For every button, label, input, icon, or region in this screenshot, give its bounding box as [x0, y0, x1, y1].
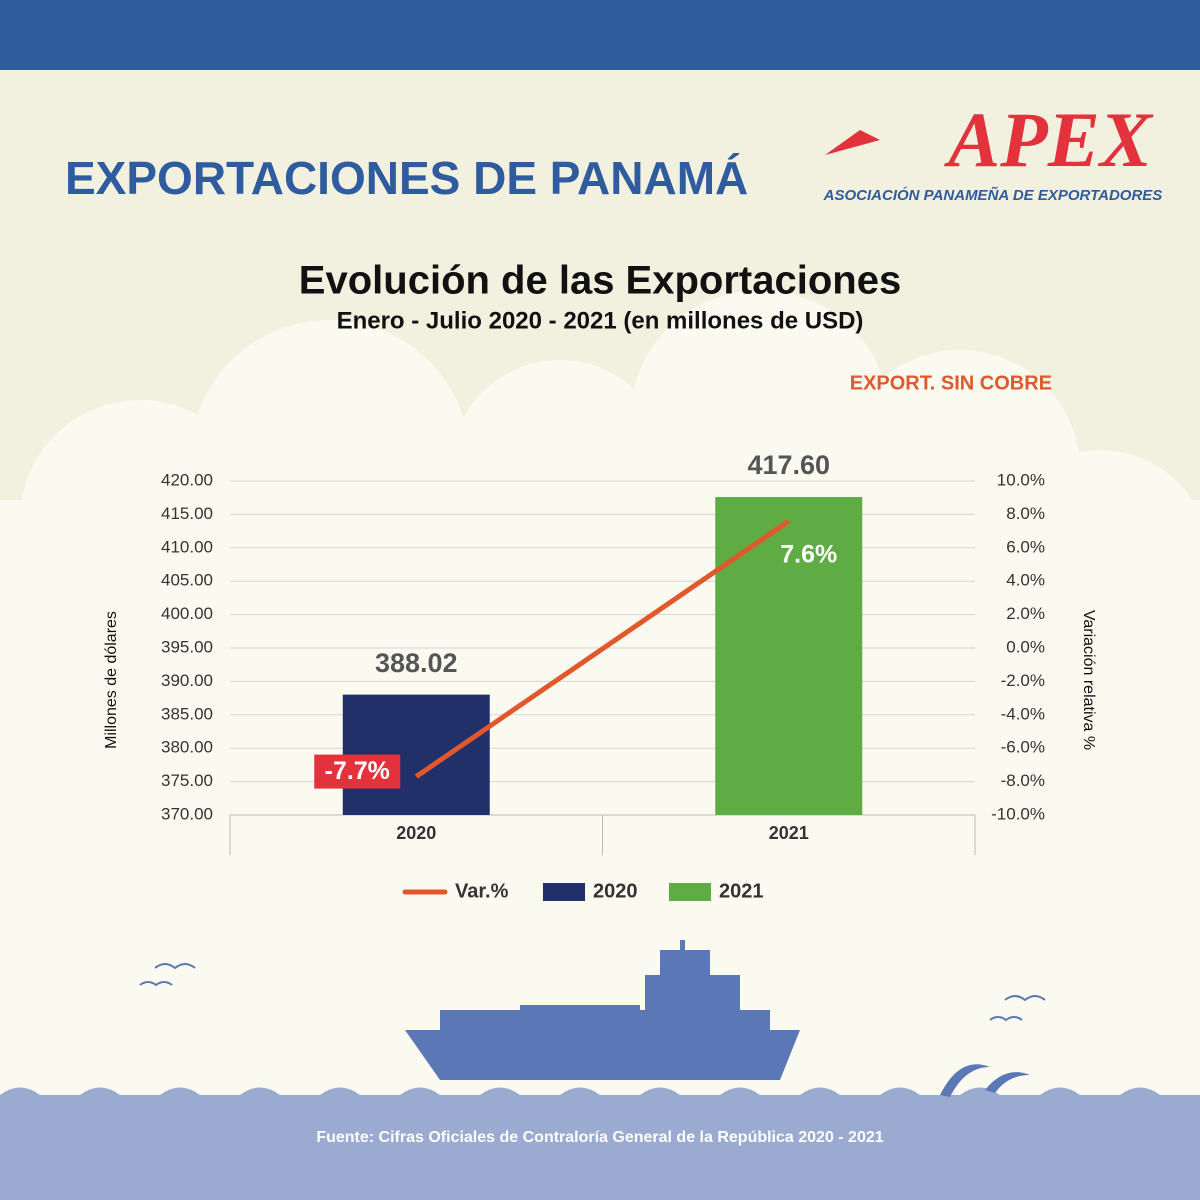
y2-tick-label: -6.0% — [1001, 738, 1045, 757]
y-tick-label: 410.00 — [161, 537, 213, 556]
y2-axis-label: Variación relativa % — [1080, 610, 1097, 750]
y2-tick-label: 0.0% — [1006, 637, 1045, 656]
x-tick-label: 2021 — [769, 823, 809, 843]
y-tick-label: 415.00 — [161, 504, 213, 523]
sea — [0, 1095, 1200, 1200]
x-tick-label: 2020 — [396, 823, 436, 843]
waves — [0, 1087, 1200, 1110]
source: Fuente: Cifras Oficiales de Contraloría … — [316, 1129, 883, 1146]
y2-tick-label: 8.0% — [1006, 504, 1045, 523]
top-band — [0, 0, 1200, 70]
legend-label: 2020 — [593, 880, 638, 902]
y-tick-label: 420.00 — [161, 470, 213, 489]
legend-swatch — [543, 883, 585, 901]
y-tick-label: 370.00 — [161, 804, 213, 823]
chart-subtitle: Enero - Julio 2020 - 2021 (en millones d… — [337, 307, 864, 334]
logo-mark — [825, 130, 880, 155]
annotation: EXPORT. SIN COBRE — [850, 372, 1052, 394]
y2-tick-label: 4.0% — [1006, 571, 1045, 590]
bar — [715, 497, 863, 815]
line-value-label: -7.7% — [325, 757, 390, 785]
legend-label: 2021 — [719, 880, 764, 902]
y2-tick-label: -2.0% — [1001, 671, 1045, 690]
logo-subtitle: ASOCIACIÓN PANAMEÑA DE EXPORTADORES — [823, 186, 1163, 204]
line — [414, 519, 791, 779]
bar-value-label: 388.02 — [375, 648, 458, 678]
line-value-label: 7.6% — [780, 541, 837, 569]
y-tick-label: 395.00 — [161, 637, 213, 656]
y2-tick-label: 10.0% — [997, 470, 1045, 489]
y2-tick-label: -10.0% — [991, 804, 1045, 823]
bar-value-label: 417.60 — [747, 450, 830, 480]
y-tick-label: 390.00 — [161, 671, 213, 690]
y-tick-label: 380.00 — [161, 738, 213, 757]
legend-label: Var.% — [455, 880, 509, 902]
logo: APEX — [943, 96, 1154, 183]
ship — [405, 940, 800, 1080]
y2-tick-label: 6.0% — [1006, 537, 1045, 556]
value-label-box — [314, 754, 401, 789]
header-title: EXPORTACIONES DE PANAMÁ — [65, 152, 748, 204]
y-tick-label: 375.00 — [161, 771, 213, 790]
y-tick-label: 405.00 — [161, 571, 213, 590]
dolphins — [940, 1064, 1030, 1097]
y-tick-label: 385.00 — [161, 704, 213, 723]
y-tick-label: 400.00 — [161, 604, 213, 623]
y-axis-label: Millones de dólares — [103, 611, 120, 749]
legend-swatch — [669, 883, 711, 901]
y2-tick-label: 2.0% — [1006, 604, 1045, 623]
y2-tick-label: -8.0% — [1001, 771, 1045, 790]
clouds — [0, 290, 1200, 1100]
chart-title: Evolución de las Exportaciones — [299, 259, 901, 303]
birds — [139, 963, 1046, 1022]
y2-tick-label: -4.0% — [1001, 704, 1045, 723]
